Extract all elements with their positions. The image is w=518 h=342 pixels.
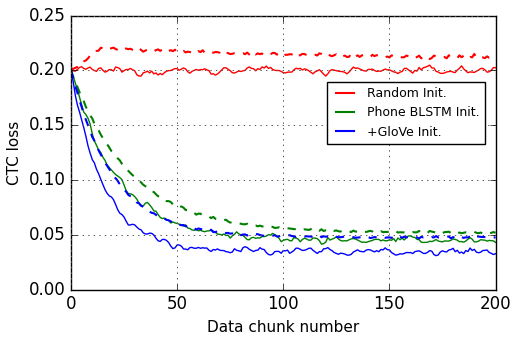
Y-axis label: CTC loss: CTC loss <box>7 121 22 185</box>
Legend: Random Init., Phone BLSTM Init., +GloVe Init.: Random Init., Phone BLSTM Init., +GloVe … <box>327 82 485 144</box>
X-axis label: Data chunk number: Data chunk number <box>207 320 359 336</box>
